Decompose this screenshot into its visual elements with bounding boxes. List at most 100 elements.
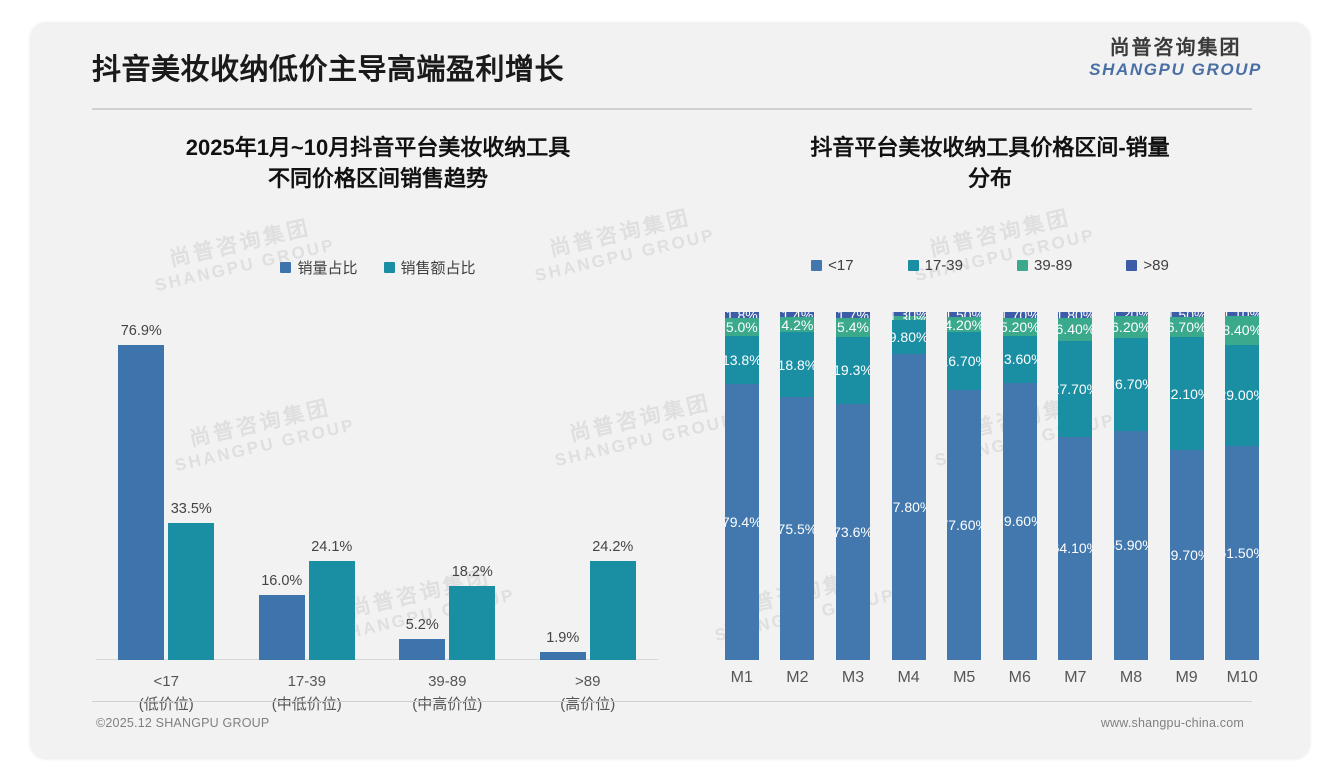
stack-segment-label: 8.40% bbox=[1225, 322, 1259, 339]
stacked-bar-M8[interactable]: 1.20% 6.20% 26.70% 65.90% M8 bbox=[1114, 312, 1148, 686]
month-label: M7 bbox=[1064, 669, 1087, 686]
legend-item-2[interactable]: 39-89 bbox=[1017, 257, 1072, 274]
month-label: M10 bbox=[1226, 669, 1258, 686]
stack-segment-17-39[interactable]: 29.00% bbox=[1225, 345, 1260, 446]
stacked-bar-M5[interactable]: 1.50%4.20% 16.70% 77.60% M5 bbox=[947, 312, 982, 686]
stacked-bar-M2[interactable]: 1.4%4.2% 18.8% 75.5% M2 bbox=[780, 312, 815, 686]
category-label-range: 17-39 bbox=[287, 673, 326, 690]
stack-segment-label: 5.20% bbox=[1002, 318, 1037, 335]
stack-segment->89[interactable]: 1.7% bbox=[836, 312, 870, 318]
month-label: M6 bbox=[1008, 669, 1031, 686]
category-label-range: <17 bbox=[153, 673, 179, 690]
chart-legend-left: 销量占比 销售额占比 bbox=[78, 257, 678, 278]
stack-segment-17-39[interactable]: 13.8% bbox=[724, 335, 759, 384]
stack-segment-<17[interactable]: 61.50% bbox=[1225, 445, 1260, 660]
stacked-bar-M9[interactable]: 1.50% 6.70% 32.10% 59.70% M9 bbox=[1169, 312, 1204, 686]
stack-segment-39-89[interactable]: 5.0% bbox=[724, 318, 759, 336]
stack-segment-label: 1.80% bbox=[1058, 312, 1092, 318]
stack-segment-39-89[interactable]: 1.30% bbox=[891, 315, 926, 321]
stack-segment-<17[interactable]: 75.5% bbox=[780, 397, 815, 660]
stacked-bar-M1[interactable]: 1.8%5.0% 13.8% 79.4% M1 bbox=[724, 312, 759, 686]
legend-item-3[interactable]: >89 bbox=[1126, 257, 1169, 274]
grouped-bar-plot: 76.9% 33.5% <17 (低价位) 16.0% 24.1% 17-39 (中低价位) 5… bbox=[96, 312, 658, 713]
bar-销售额占比-39-89[interactable] bbox=[449, 585, 496, 660]
legend-item-0[interactable]: 销量占比 bbox=[280, 257, 358, 278]
stack-segment-label: 5.0% bbox=[725, 318, 758, 335]
stacked-bar-M10[interactable]: 1.10% 8.40% 29.00% 61.50% M10 bbox=[1225, 312, 1260, 686]
stack-segment-17-39[interactable]: 27.70% bbox=[1058, 340, 1093, 437]
stack-segment-<17[interactable]: 79.60% bbox=[1002, 382, 1037, 660]
stack-segment->89[interactable]: 1.4% bbox=[780, 312, 815, 318]
legend-item-1[interactable]: 销售额占比 bbox=[383, 257, 476, 278]
bar-value-label: 24.2% bbox=[592, 538, 634, 555]
stack-segment-label: 6.70% bbox=[1169, 319, 1204, 336]
legend-item-0[interactable]: <17 bbox=[811, 257, 854, 274]
chart-title-right-line1: 抖音平台美妆收纳工具价格区间-销量 bbox=[810, 135, 1170, 160]
stack-segment-label: 1.30% bbox=[892, 316, 926, 321]
stack-segment-label: 1.30% bbox=[892, 312, 926, 316]
stack-segment-label: 1.50% bbox=[947, 312, 981, 317]
stack-segment-label: 13.60% bbox=[1003, 351, 1037, 368]
stack-segment-17-39[interactable]: 26.70% bbox=[1114, 337, 1148, 431]
stack-segment-39-89[interactable]: 8.40% bbox=[1225, 315, 1260, 346]
stack-segment-17-39[interactable]: 16.70% bbox=[947, 331, 982, 390]
page-title: 抖音美妆收纳低价主导高端盈利增长 bbox=[92, 54, 565, 86]
stack-segment-39-89[interactable]: 5.20% bbox=[1002, 317, 1037, 336]
category-label-range: 39-89 bbox=[428, 673, 467, 690]
stack-segment-39-89[interactable]: 5.4% bbox=[836, 317, 870, 337]
stacked-bar-M3[interactable]: 1.7%5.4% 19.3% 73.6% M3 bbox=[836, 312, 870, 686]
stack-segment->89[interactable]: 1.20% bbox=[1114, 312, 1148, 317]
stack-segment-39-89[interactable]: 6.20% bbox=[1114, 316, 1148, 338]
stack-segment->89[interactable]: 1.30% bbox=[891, 312, 926, 316]
bar-value-label: 5.2% bbox=[405, 616, 439, 633]
stack-segment->89[interactable]: 1.10% bbox=[1225, 312, 1260, 316]
category-label: 39-89 (中高价位) bbox=[362, 660, 532, 716]
category-label-range: >89 bbox=[575, 673, 601, 690]
month-label: M5 bbox=[953, 669, 976, 686]
legend-item-1[interactable]: 17-39 bbox=[907, 257, 963, 274]
bar-销量占比-39-89[interactable] bbox=[399, 638, 446, 660]
stack-segment->89[interactable]: 1.50% bbox=[1169, 312, 1204, 318]
stack-segment-17-39[interactable]: 18.8% bbox=[780, 331, 815, 398]
stack-segment->89[interactable]: 1.70% bbox=[1002, 312, 1037, 318]
stack-segment->89[interactable]: 1.50% bbox=[947, 312, 982, 318]
bar-value-label: 76.9% bbox=[120, 323, 162, 340]
stack-segment-<17[interactable]: 79.4% bbox=[724, 383, 759, 660]
bar-销量占比-17-39[interactable] bbox=[258, 594, 305, 660]
stack-segment-<17[interactable]: 65.90% bbox=[1114, 430, 1148, 660]
brand-logo: 尚普咨询集团 SHANGPU GROUP bbox=[1089, 38, 1262, 78]
stack-segment-39-89[interactable]: 6.40% bbox=[1058, 318, 1093, 341]
bar-销量占比->89[interactable] bbox=[539, 652, 586, 660]
stack-segment-39-89[interactable]: 6.70% bbox=[1169, 317, 1204, 338]
stack-segment-17-39[interactable]: 32.10% bbox=[1169, 337, 1204, 451]
legend-label: 销售额占比 bbox=[400, 260, 476, 277]
stack-segment-<17[interactable]: 87.80% bbox=[891, 354, 926, 660]
bar-销售额占比-17-39[interactable] bbox=[308, 561, 355, 660]
stack-segment-<17[interactable]: 73.6% bbox=[836, 403, 870, 660]
stack-segment->89[interactable]: 1.8% bbox=[724, 312, 759, 319]
chart-title-left-line1: 2025年1月~10月抖音平台美妆收纳工具 bbox=[185, 135, 571, 160]
stack-segment-label: 73.6% bbox=[836, 523, 870, 540]
stack-segment-17-39[interactable]: 13.60% bbox=[1002, 335, 1037, 383]
stack-segment-label: 1.50% bbox=[1170, 312, 1204, 317]
stacked-bar-M6[interactable]: 1.70%5.20% 13.60% 79.60% M6 bbox=[1002, 312, 1037, 686]
stacked-bar-M7[interactable]: 1.80% 6.40% 27.70% 64.10% M7 bbox=[1058, 312, 1093, 686]
stack-segment-<17[interactable]: 59.70% bbox=[1169, 450, 1204, 660]
stack-segment-label: 79.4% bbox=[724, 513, 759, 530]
stack-segment-label: 4.20% bbox=[947, 317, 981, 332]
stack-segment->89[interactable]: 1.80% bbox=[1058, 312, 1093, 319]
stack-segment-17-39[interactable]: 9.80% bbox=[891, 320, 926, 355]
stack-segment-<17[interactable]: 77.60% bbox=[947, 389, 982, 660]
stack-segment-39-89[interactable]: 4.2% bbox=[780, 317, 815, 332]
stack-segment-17-39[interactable]: 19.3% bbox=[836, 336, 870, 404]
stack-segment-label: 19.3% bbox=[836, 362, 870, 379]
bar-销售额占比-<17[interactable] bbox=[168, 522, 215, 660]
stack-segment-<17[interactable]: 64.10% bbox=[1058, 436, 1093, 660]
bar-销售额占比->89[interactable] bbox=[589, 560, 636, 660]
stacked-bar-M4[interactable]: 1.30%1.30% 9.80% 87.80% M4 bbox=[891, 312, 926, 686]
bar-销量占比-<17[interactable] bbox=[118, 345, 165, 660]
bar-value-label: 18.2% bbox=[451, 563, 493, 580]
month-label: M1 bbox=[730, 669, 753, 686]
stack-segment-39-89[interactable]: 4.20% bbox=[947, 317, 982, 332]
footer-copyright: ©2025.12 SHANGPU GROUP bbox=[96, 716, 270, 730]
